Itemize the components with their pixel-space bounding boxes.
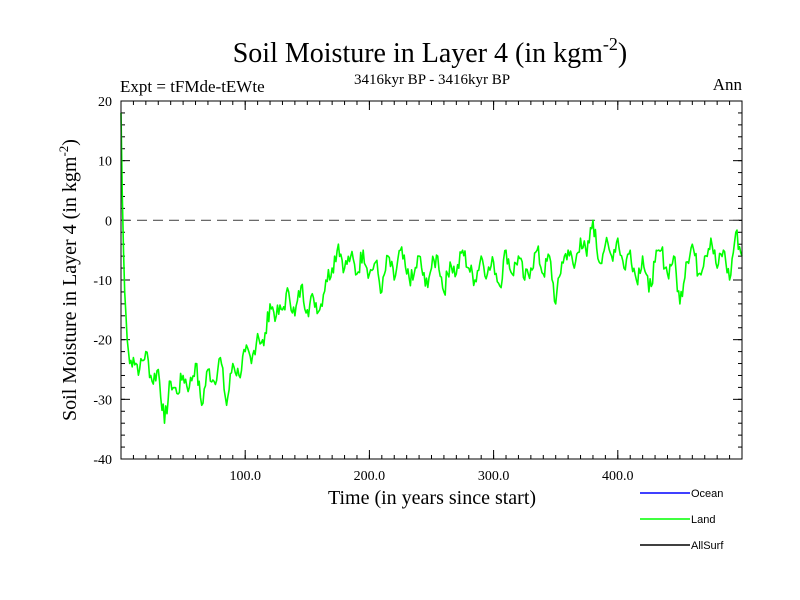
x-tick-label: 200.0 — [354, 469, 386, 484]
legend-label-land: Land — [691, 514, 715, 526]
legend-label-allsurf: AllSurf — [691, 540, 724, 552]
legend: Ocean Land AllSurf — [640, 488, 724, 552]
experiment-label: Expt = tFMde-tEWte — [120, 77, 265, 96]
y-tick-label: 20 — [98, 95, 112, 110]
y-tick-label: -40 — [93, 453, 112, 468]
x-tick-label: 400.0 — [602, 469, 634, 484]
x-tick-label: 300.0 — [478, 469, 510, 484]
y-axis-label: Soil Moisture in Layer 4 (in kgm-2) — [56, 139, 81, 421]
period-label: 3416kyr BP - 3416kyr BP — [354, 72, 510, 88]
legend-label-ocean: Ocean — [691, 488, 723, 500]
x-axis-label: Time (in years since start) — [328, 487, 536, 509]
season-label: Ann — [713, 75, 743, 94]
axes: -40 -30 -20 -10 0 10 20 100.0 200.0 300.0 400.0 — [93, 95, 742, 484]
y-tick-label: 0 — [105, 214, 112, 229]
chart-title: Soil Moisture in Layer 4 (in kgm-2) — [233, 34, 628, 69]
plot-frame-group — [120, 100, 743, 460]
y-tick-label: -10 — [93, 274, 112, 289]
y-tick-label: -30 — [93, 393, 112, 408]
x-tick-label: 100.0 — [229, 469, 261, 484]
series-line-land — [120, 112, 743, 425]
series-group — [120, 112, 743, 425]
y-tick-label: -20 — [93, 334, 112, 349]
y-tick-label: 10 — [98, 155, 112, 170]
plot-frame — [120, 100, 743, 460]
